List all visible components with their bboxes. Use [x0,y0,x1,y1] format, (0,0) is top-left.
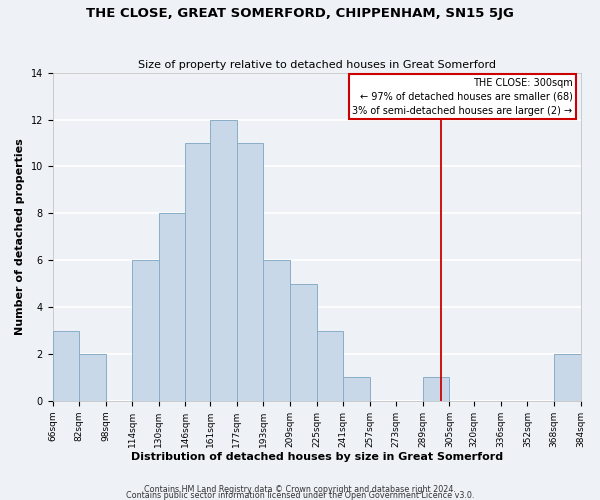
Text: Contains public sector information licensed under the Open Government Licence v3: Contains public sector information licen… [126,491,474,500]
Bar [290,284,317,401]
Bar [211,120,237,401]
Text: Contains HM Land Registry data © Crown copyright and database right 2024.: Contains HM Land Registry data © Crown c… [144,485,456,494]
Title: Size of property relative to detached houses in Great Somerford: Size of property relative to detached ho… [137,60,496,70]
Bar [53,330,79,401]
Bar [423,378,449,401]
Bar [317,330,343,401]
Bar [79,354,106,401]
Bar [263,260,290,401]
Bar [133,260,159,401]
Bar [159,214,185,401]
Text: THE CLOSE, GREAT SOMERFORD, CHIPPENHAM, SN15 5JG: THE CLOSE, GREAT SOMERFORD, CHIPPENHAM, … [86,8,514,20]
Bar [343,378,370,401]
Bar [185,143,211,401]
Y-axis label: Number of detached properties: Number of detached properties [15,138,25,335]
Text: THE CLOSE: 300sqm
← 97% of detached houses are smaller (68)
3% of semi-detached : THE CLOSE: 300sqm ← 97% of detached hous… [352,78,572,116]
X-axis label: Distribution of detached houses by size in Great Somerford: Distribution of detached houses by size … [131,452,503,462]
Bar [237,143,263,401]
Bar [554,354,581,401]
